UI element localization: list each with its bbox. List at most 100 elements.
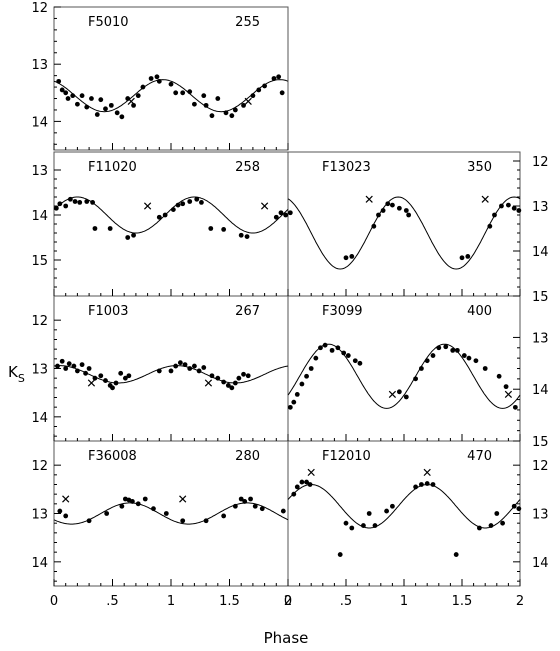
cross-marker-F36008-0 xyxy=(62,495,70,503)
data-point-F11020-5 xyxy=(77,200,83,205)
data-point-F12010-1 xyxy=(294,484,300,490)
data-point-F36008-12 xyxy=(180,518,186,524)
data-point-F12010-5 xyxy=(337,552,343,557)
data-point-F5010-17 xyxy=(135,93,141,99)
data-point-F13023-11 xyxy=(459,255,465,261)
data-point-F5010-10 xyxy=(98,97,104,103)
data-point-F36008-21 xyxy=(280,508,286,514)
data-point-F36008-16 xyxy=(238,496,244,502)
data-point-F5010-7 xyxy=(84,104,90,110)
star-id-F13023: F13023 xyxy=(322,160,371,175)
data-point-F13023-4 xyxy=(376,212,381,218)
data-point-F1003-1 xyxy=(59,358,65,364)
data-point-F1003-31 xyxy=(229,385,235,391)
data-point-F11020-3 xyxy=(67,196,73,202)
data-point-F1003-2 xyxy=(63,366,69,371)
y-tick-label-F1003-14: 14 xyxy=(31,411,48,426)
period-F12010: 470 xyxy=(467,449,492,464)
y-tick-label-F13023-12: 12 xyxy=(532,155,549,170)
data-point-F36008-13 xyxy=(203,518,209,524)
data-point-F13023-6 xyxy=(385,201,391,207)
data-point-F13023-13 xyxy=(487,223,493,229)
data-point-F1003-4 xyxy=(71,363,77,369)
cross-marker-F1003-0 xyxy=(87,379,96,387)
cross-stroke xyxy=(204,379,213,387)
star-id-F11020: F11020 xyxy=(88,160,137,175)
data-point-F36008-20 xyxy=(259,506,265,512)
data-point-F1003-13 xyxy=(110,385,115,391)
data-point-F1003-14 xyxy=(113,380,119,386)
data-point-F13023-3 xyxy=(371,223,377,229)
data-point-F1003-34 xyxy=(241,371,246,377)
y-tick-label-F36008-12: 12 xyxy=(31,459,48,474)
data-point-F11020-20 xyxy=(208,226,214,231)
cross-stroke xyxy=(423,468,431,477)
data-point-F12010-18 xyxy=(477,525,482,531)
data-point-F36008-4 xyxy=(119,503,125,509)
data-point-F1003-20 xyxy=(173,363,179,369)
data-point-F36008-7 xyxy=(129,499,135,504)
data-point-F36008-0 xyxy=(57,508,63,514)
data-point-F36008-11 xyxy=(163,511,169,516)
data-point-F5010-40 xyxy=(279,90,285,96)
x-axis-label: Phase xyxy=(264,629,309,647)
data-point-F5010-39 xyxy=(276,74,282,80)
data-point-F12010-22 xyxy=(511,503,517,509)
data-point-F1003-8 xyxy=(86,366,92,371)
x-tick-label-3: 1.5 xyxy=(452,594,473,609)
cross-marker-F3099-1 xyxy=(504,390,513,399)
cross-marker-F11020-0 xyxy=(143,202,152,210)
y-axis-label-sub: S xyxy=(18,372,25,385)
cross-marker-F5010-0 xyxy=(127,97,135,106)
data-point-F3099-17 xyxy=(413,376,418,382)
model-curve-F11020 xyxy=(53,196,289,234)
data-point-F13023-18 xyxy=(516,208,522,213)
data-point-F3099-7 xyxy=(318,345,323,351)
star-id-F36008: F36008 xyxy=(88,449,137,464)
data-point-F11020-22 xyxy=(238,232,244,238)
cross-stroke xyxy=(87,379,96,387)
data-point-F3099-2 xyxy=(294,391,300,397)
data-point-F12010-6 xyxy=(343,520,349,526)
data-point-F5010-37 xyxy=(262,83,267,89)
y-axis-label-main: K xyxy=(8,363,19,381)
x-tick-label-4: 2 xyxy=(516,594,524,609)
data-point-F13023-5 xyxy=(380,208,386,213)
data-point-F36008-3 xyxy=(104,511,110,516)
data-point-F11020-12 xyxy=(156,214,162,220)
data-point-F5010-21 xyxy=(156,78,162,84)
data-point-F3099-5 xyxy=(308,366,314,371)
x-tick-label-0: 0 xyxy=(284,594,292,609)
period-F11020: 258 xyxy=(235,160,260,175)
data-point-F11020-7 xyxy=(90,200,96,205)
data-point-F1003-27 xyxy=(209,373,215,379)
data-point-F11020-13 xyxy=(162,212,168,218)
data-point-F3099-22 xyxy=(443,344,449,350)
data-point-F11020-4 xyxy=(72,199,78,204)
data-point-F5010-9 xyxy=(94,112,100,117)
period-F13023: 350 xyxy=(467,160,492,175)
cross-stroke xyxy=(365,195,373,203)
data-point-F3099-24 xyxy=(454,347,460,353)
y-tick-label-F12010-12: 12 xyxy=(532,459,549,474)
data-point-F36008-18 xyxy=(248,496,253,502)
star-id-F12010: F12010 xyxy=(322,449,371,464)
period-F1003: 267 xyxy=(235,304,260,319)
data-point-F36008-8 xyxy=(135,501,141,507)
data-point-F3099-16 xyxy=(403,394,409,400)
data-point-F5010-12 xyxy=(108,102,114,108)
data-point-F12010-11 xyxy=(384,508,389,514)
y-tick-label-F11020-15: 15 xyxy=(31,254,48,269)
cross-stroke xyxy=(307,468,315,477)
data-point-F3099-6 xyxy=(313,355,319,361)
y-tick-label-F13023-14: 14 xyxy=(532,245,549,260)
data-point-F11020-9 xyxy=(107,226,113,231)
y-tick-label-F13023-15: 15 xyxy=(532,290,549,305)
model-curve-F5010 xyxy=(53,79,289,113)
data-point-F3099-31 xyxy=(512,404,518,410)
cross-marker-F12010-1 xyxy=(423,468,431,477)
x-tick-label-1: .5 xyxy=(340,594,352,609)
data-point-F1003-6 xyxy=(79,362,85,368)
period-F5010: 255 xyxy=(235,15,260,30)
